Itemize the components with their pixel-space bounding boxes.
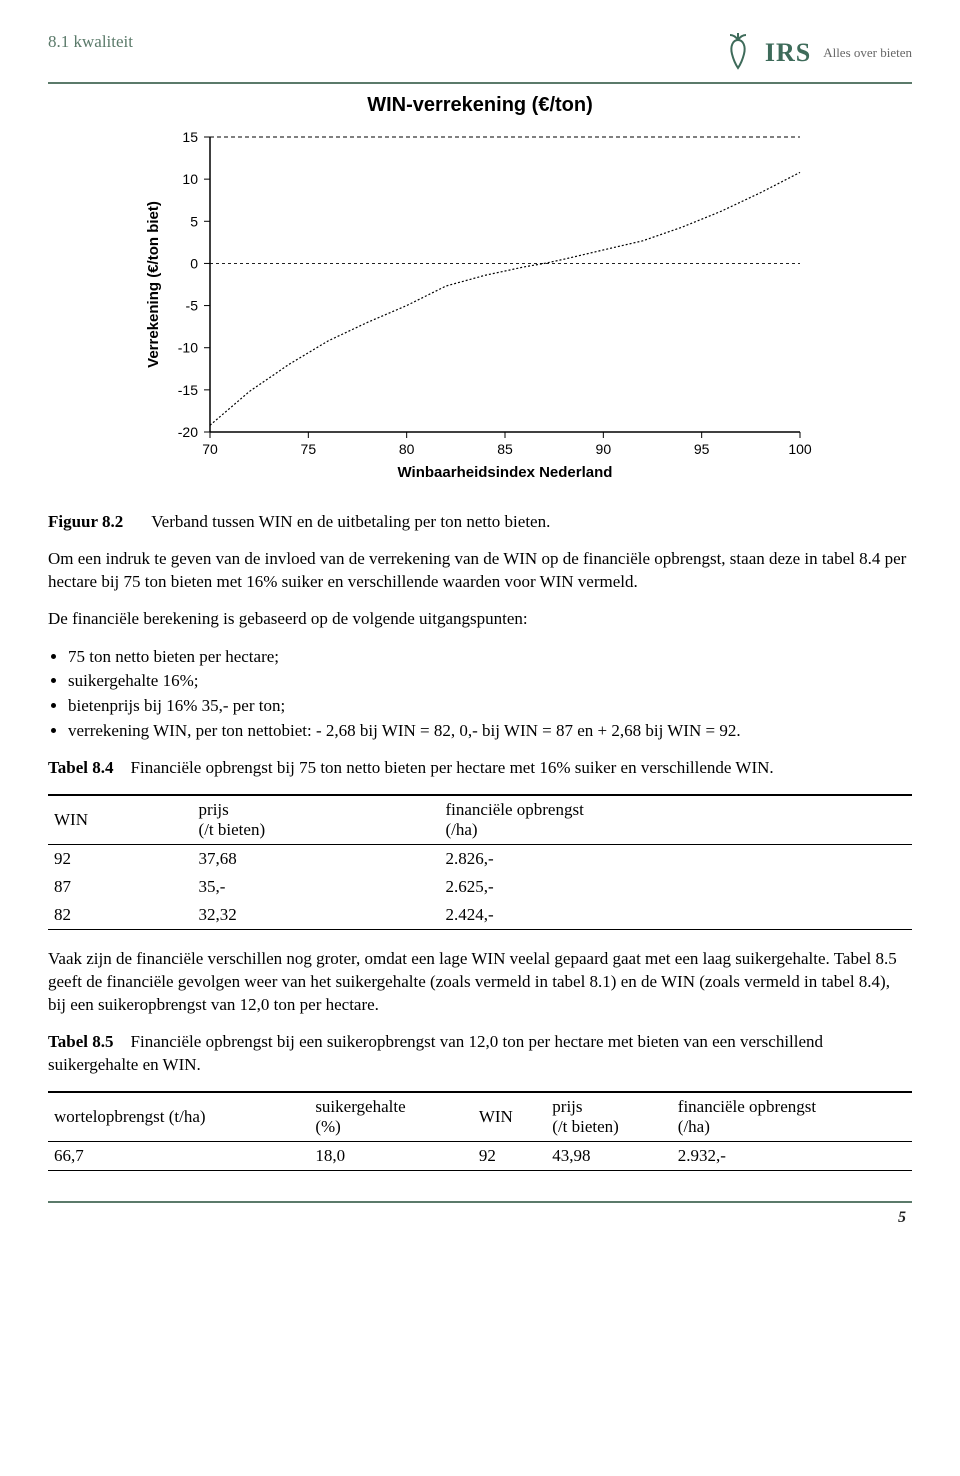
svg-text:-20: -20 xyxy=(178,424,198,440)
cell: 18,0 xyxy=(309,1141,473,1170)
figure-caption: Verband tussen WIN en de uitbetaling per… xyxy=(151,511,550,534)
table-row: 8735,-2.625,- xyxy=(48,873,912,901)
col-header: WIN xyxy=(473,1092,546,1142)
svg-text:5: 5 xyxy=(190,213,198,229)
chart-svg: 70 75 80 85 90 95 100 -20 -15 -10 -5 0 5 10 15 Winbaarh… xyxy=(140,127,820,487)
assumption-item: 75 ton netto bieten per hectare; xyxy=(68,645,912,670)
table-84: WINprijs(/t bieten)financiële opbrengst(… xyxy=(48,794,912,930)
header-divider xyxy=(48,82,912,84)
cell: 32,32 xyxy=(193,901,440,930)
logo-text: IRS xyxy=(765,38,811,68)
chart-title: WIN-verrekening (€/ton) xyxy=(140,94,820,117)
paragraph-3: Vaak zijn de financiële verschillen nog … xyxy=(48,948,912,1017)
svg-text:90: 90 xyxy=(596,441,612,457)
paragraph-2: De financiële berekening is gebaseerd op… xyxy=(48,608,912,631)
table-row: 9237,682.826,- xyxy=(48,845,912,874)
svg-text:85: 85 xyxy=(497,441,513,457)
table84-caption: Tabel 8.4 Financiële opbrengst bij 75 to… xyxy=(48,757,912,780)
beet-icon xyxy=(717,32,759,74)
chart-region: WIN-verrekening (€/ton) 707580859095100-… xyxy=(140,94,820,487)
figure-label: Figuur 8.2 xyxy=(48,511,123,534)
cell: 2.826,- xyxy=(440,845,913,874)
assumption-item: suikergehalte 16%; xyxy=(68,669,912,694)
svg-text:Verrekening (€/ton biet): Verrekening (€/ton biet) xyxy=(145,201,162,368)
cell: 2.625,- xyxy=(440,873,913,901)
cell: 35,- xyxy=(193,873,440,901)
cell: 2.424,- xyxy=(440,901,913,930)
col-header: financiële opbrengst(/ha) xyxy=(672,1092,912,1142)
section-label: 8.1 kwaliteit xyxy=(48,32,133,52)
col-header: suikergehalte(%) xyxy=(309,1092,473,1142)
svg-text:75: 75 xyxy=(301,441,317,457)
cell: 92 xyxy=(48,845,193,874)
col-header: WIN xyxy=(48,795,193,845)
page-number: 5 xyxy=(48,1209,912,1227)
col-header: prijs(/t bieten) xyxy=(193,795,440,845)
svg-text:-5: -5 xyxy=(186,298,199,314)
cell: 37,68 xyxy=(193,845,440,874)
paragraph-1: Om een indruk te geven van de invloed va… xyxy=(48,548,912,594)
svg-text:10: 10 xyxy=(182,171,198,187)
svg-text:80: 80 xyxy=(399,441,415,457)
cell: 92 xyxy=(473,1141,546,1170)
cell: 43,98 xyxy=(546,1141,672,1170)
svg-text:70: 70 xyxy=(202,441,218,457)
cell: 2.932,- xyxy=(672,1141,912,1170)
footer: 5 xyxy=(48,1201,912,1227)
cell: 82 xyxy=(48,901,193,930)
svg-text:Winbaarheidsindex Nederland: Winbaarheidsindex Nederland xyxy=(398,464,613,481)
assumption-item: verrekening WIN, per ton nettobiet: - 2,… xyxy=(68,719,912,744)
table84-label: Tabel 8.4 xyxy=(48,758,114,777)
svg-text:-15: -15 xyxy=(178,382,198,398)
cell: 87 xyxy=(48,873,193,901)
table85-caption: Tabel 8.5 Financiële opbrengst bij een s… xyxy=(48,1031,912,1077)
assumption-item: bietenprijs bij 16% 35,- per ton; xyxy=(68,694,912,719)
svg-text:-10: -10 xyxy=(178,340,198,356)
footer-divider xyxy=(48,1201,912,1203)
col-header: financiële opbrengst(/ha) xyxy=(440,795,913,845)
table-85: wortelopbrengst (t/ha)suikergehalte(%)WI… xyxy=(48,1091,912,1171)
col-header: wortelopbrengst (t/ha) xyxy=(48,1092,309,1142)
logo-tagline: Alles over bieten xyxy=(823,45,912,61)
col-header: prijs(/t bieten) xyxy=(546,1092,672,1142)
assumptions-list: 75 ton netto bieten per hectare;suikerge… xyxy=(48,645,912,744)
figure-caption-row: Figuur 8.2 Verband tussen WIN en de uitb… xyxy=(48,511,912,534)
svg-text:95: 95 xyxy=(694,441,710,457)
svg-text:15: 15 xyxy=(182,129,198,145)
table85-label: Tabel 8.5 xyxy=(48,1032,114,1051)
cell: 66,7 xyxy=(48,1141,309,1170)
logo: IRS Alles over bieten xyxy=(717,32,912,74)
svg-text:0: 0 xyxy=(190,255,198,271)
svg-text:100: 100 xyxy=(788,441,812,457)
table-row: 66,718,09243,982.932,- xyxy=(48,1141,912,1170)
table-row: 8232,322.424,- xyxy=(48,901,912,930)
